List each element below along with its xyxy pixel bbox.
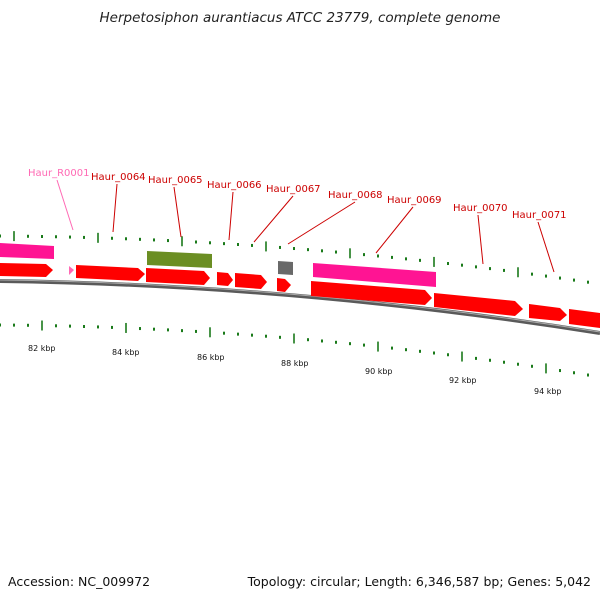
cds-arrow-left[interactable]	[0, 263, 53, 277]
upper-tick-row	[0, 231, 589, 284]
genome-backbone-highlight	[0, 279, 600, 333]
leader-haur-0068	[287, 201, 356, 245]
rna-arrow-haur-r0001[interactable]	[69, 266, 74, 275]
gene-label[interactable]: Haur_0067	[266, 184, 321, 195]
scale-label: 88 kbp	[281, 359, 309, 368]
scale-labels: 82 kbp 84 kbp 86 kbp 88 kbp 90 kbp 92 kb…	[28, 344, 562, 396]
cds-arrow-haur-0068[interactable]	[311, 281, 432, 305]
cds-arrow-haur-0069[interactable]	[434, 293, 523, 316]
cds-arrow-haur-0065[interactable]	[146, 268, 210, 285]
accession-text: Accession: NC_009972	[8, 574, 151, 589]
gene-leader-lines	[56, 179, 555, 273]
upper-strand	[0, 243, 436, 287]
cds-arrow-haur-0066b[interactable]	[235, 273, 267, 289]
leader-haur-0067	[253, 195, 294, 243]
genome-summary-text: Topology: circular; Length: 6,346,587 bp…	[247, 574, 591, 589]
scale-label: 86 kbp	[197, 353, 225, 362]
cds-arrow-haur-0071[interactable]	[569, 309, 600, 328]
gene-label[interactable]: Haur_0069	[387, 195, 442, 206]
lower-strand	[0, 263, 600, 328]
gene-label[interactable]: Haur_0068	[328, 190, 383, 201]
gene-labels: Haur_R0001 Haur_0064 Haur_0065 Haur_0066…	[28, 168, 567, 221]
genome-title: Herpetosiphon aurantiacus ATCC 23779, co…	[99, 10, 501, 26]
scale-label: 82 kbp	[28, 344, 56, 353]
genome-backbone	[0, 279, 600, 335]
scale-label: 84 kbp	[112, 348, 140, 357]
leader-haur-0069	[375, 206, 414, 254]
leader-haur-0070	[477, 214, 484, 265]
gene-feature-haur-0065[interactable]	[147, 251, 212, 268]
gene-label[interactable]: Haur_R0001	[28, 168, 90, 179]
leader-haur-0071	[537, 221, 555, 273]
scale-label: 92 kbp	[449, 376, 477, 385]
leader-haur-0066	[228, 191, 234, 241]
scale-label: 94 kbp	[534, 387, 562, 396]
other-feature-haur-0067[interactable]	[278, 261, 293, 275]
leader-haur-r0001	[56, 179, 74, 231]
cds-arrow-haur-0066a[interactable]	[217, 272, 233, 286]
cds-arrow-haur-0067[interactable]	[277, 278, 291, 292]
rna-feature-haur-0069[interactable]	[313, 263, 436, 287]
lower-tick-row	[0, 320, 589, 377]
cds-arrow-haur-0070[interactable]	[529, 304, 567, 321]
cds-arrow-haur-0064[interactable]	[76, 265, 145, 281]
scale-label: 90 kbp	[365, 367, 393, 376]
leader-haur-0064	[112, 183, 118, 233]
gene-label[interactable]: Haur_0066	[207, 180, 262, 191]
rna-feature-upper-left[interactable]	[0, 243, 54, 259]
gene-label[interactable]: Haur_0071	[512, 210, 567, 221]
leader-haur-0065	[173, 186, 182, 238]
gene-label[interactable]: Haur_0065	[148, 175, 203, 186]
gene-label[interactable]: Haur_0070	[453, 203, 508, 214]
gene-label[interactable]: Haur_0064	[91, 172, 146, 183]
